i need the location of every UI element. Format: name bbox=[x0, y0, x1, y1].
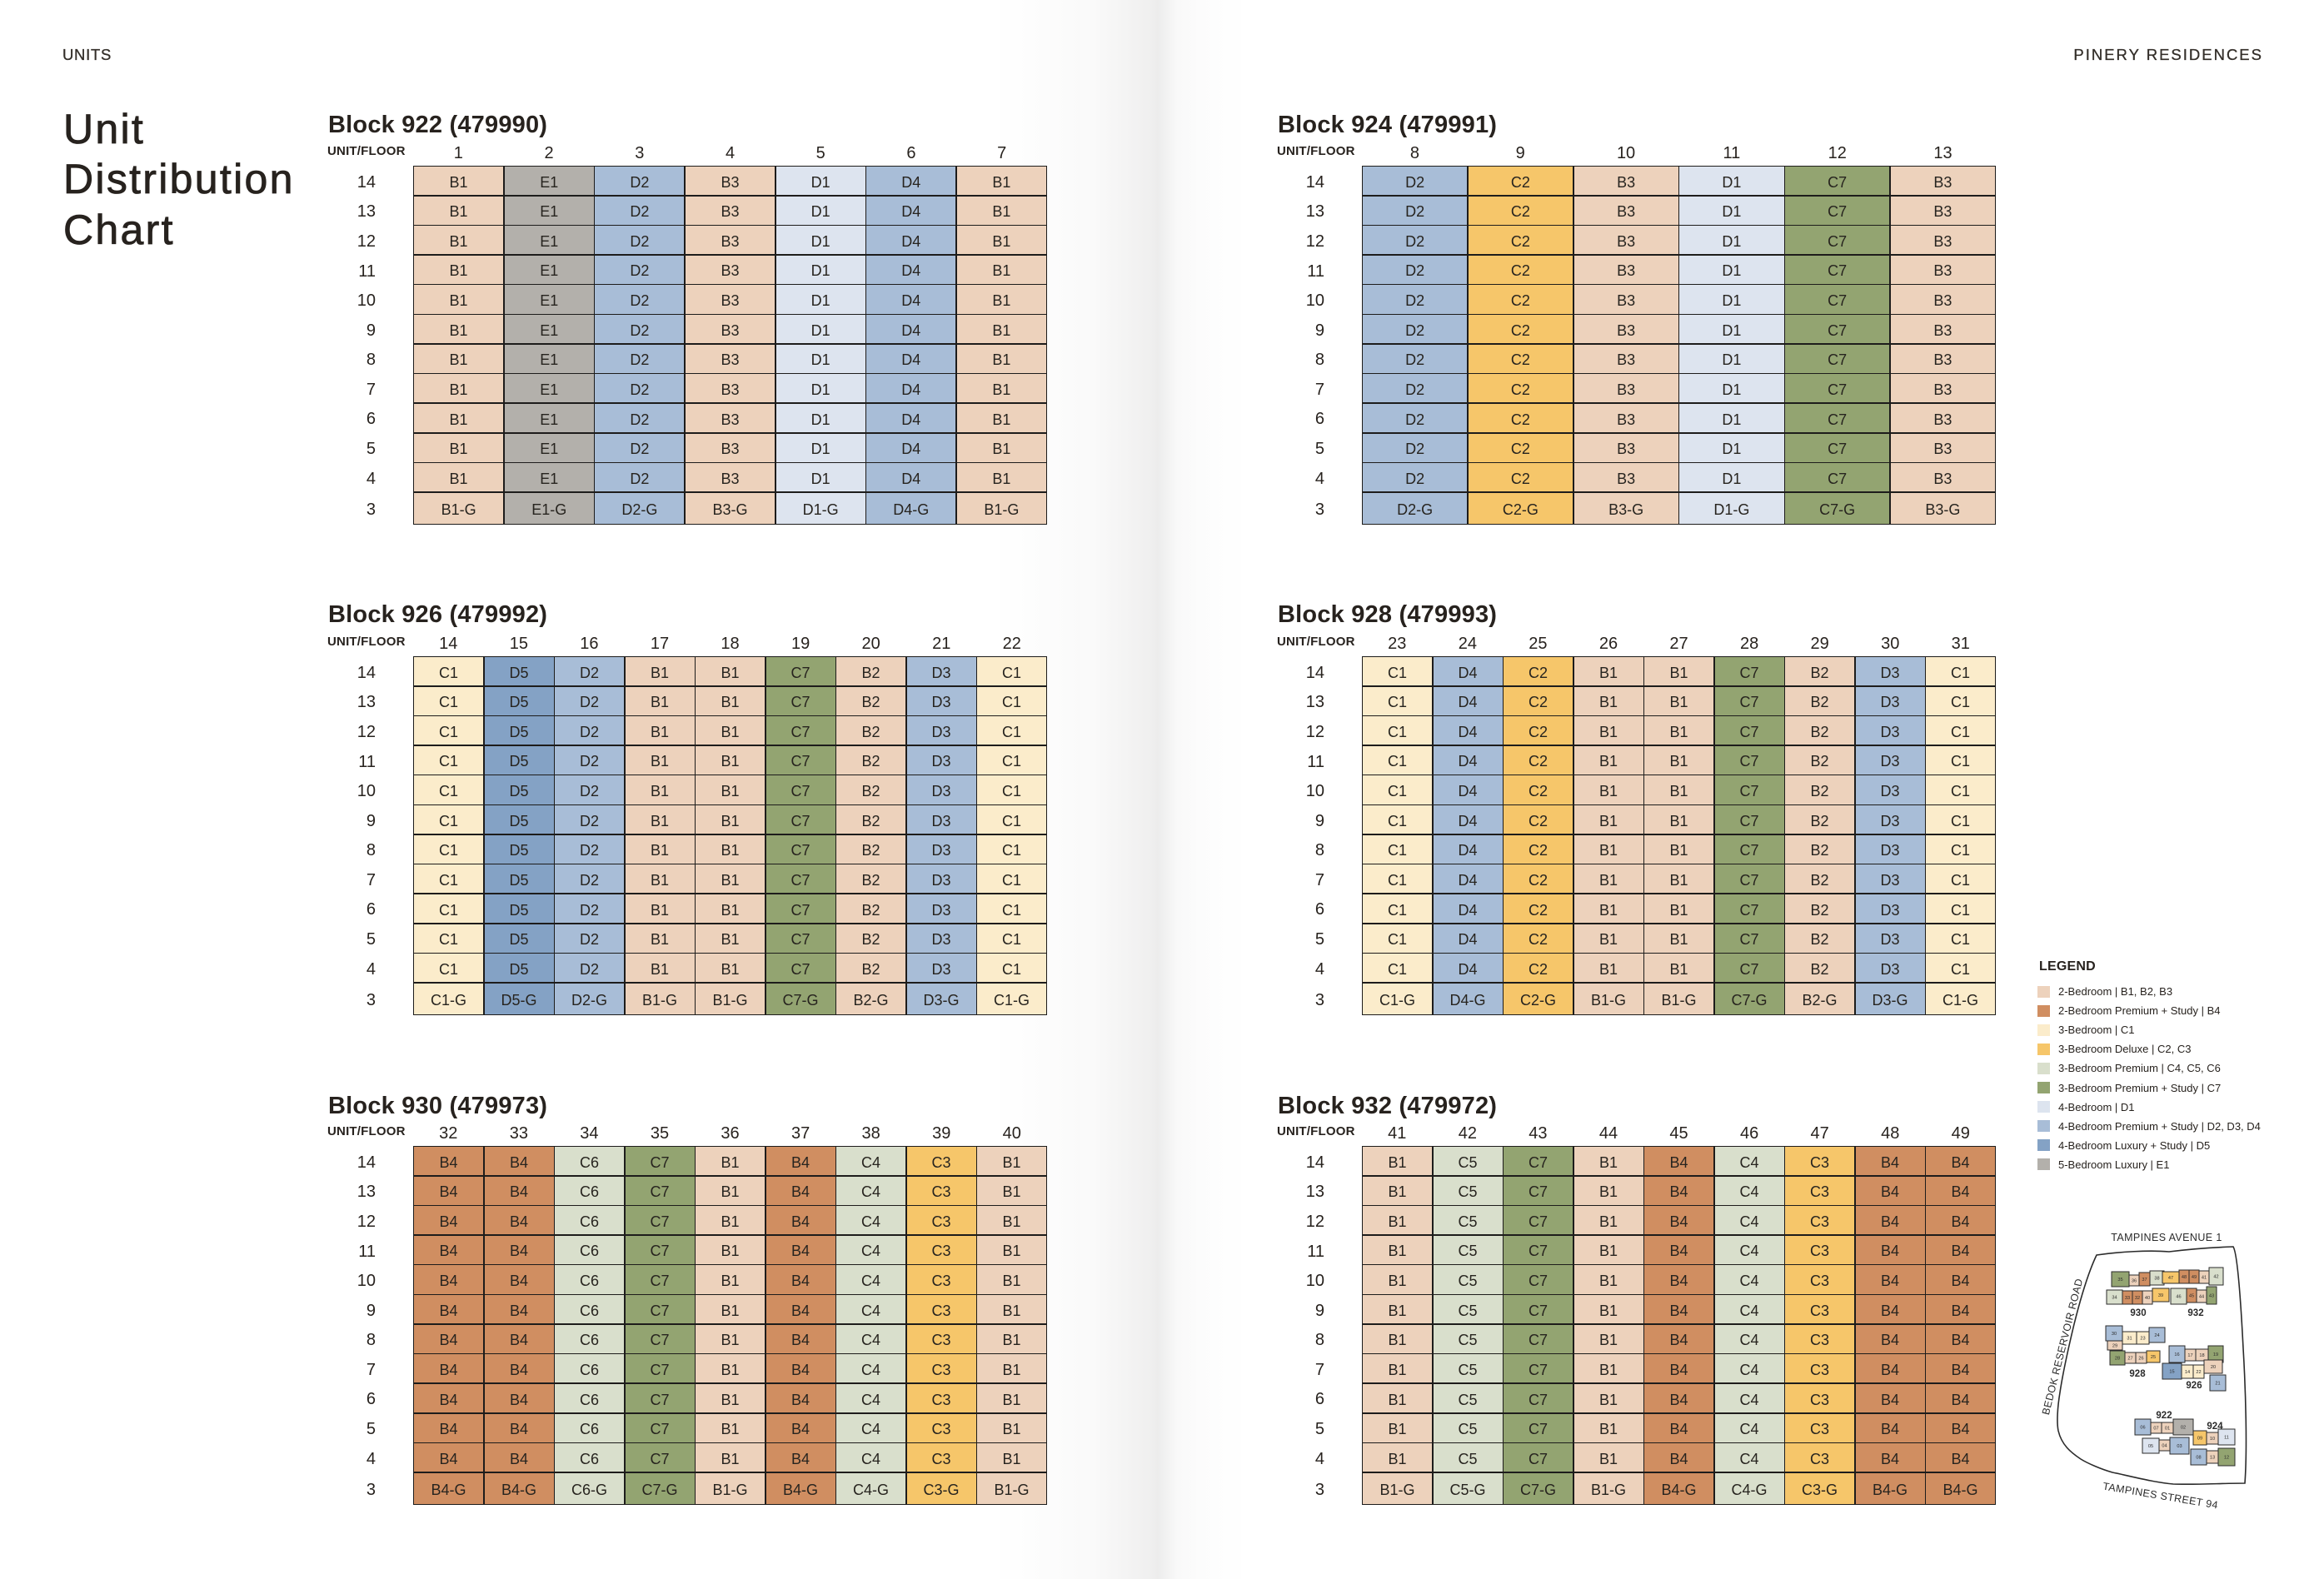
svg-text:06: 06 bbox=[2140, 1426, 2145, 1431]
svg-text:26: 26 bbox=[2138, 1357, 2143, 1362]
svg-text:20: 20 bbox=[2211, 1365, 2216, 1370]
svg-text:38: 38 bbox=[2154, 1277, 2159, 1282]
svg-text:04: 04 bbox=[2162, 1444, 2167, 1449]
svg-text:27: 27 bbox=[2127, 1357, 2132, 1362]
svg-text:25: 25 bbox=[2151, 1355, 2156, 1360]
svg-text:11: 11 bbox=[2224, 1436, 2229, 1441]
svg-text:14: 14 bbox=[2185, 1370, 2190, 1375]
svg-text:49: 49 bbox=[2192, 1275, 2197, 1280]
svg-text:10: 10 bbox=[2210, 1437, 2215, 1442]
svg-text:924: 924 bbox=[2207, 1422, 2223, 1432]
svg-text:16: 16 bbox=[2174, 1352, 2179, 1357]
svg-text:47: 47 bbox=[2168, 1276, 2173, 1281]
svg-text:18: 18 bbox=[2199, 1353, 2204, 1358]
svg-text:46: 46 bbox=[2176, 1295, 2181, 1300]
svg-text:02: 02 bbox=[2181, 1426, 2186, 1431]
svg-text:TAMPINES AVENUE 1: TAMPINES AVENUE 1 bbox=[2111, 1232, 2222, 1243]
svg-text:33: 33 bbox=[2125, 1296, 2130, 1301]
svg-text:05: 05 bbox=[2148, 1444, 2153, 1449]
svg-text:40: 40 bbox=[2145, 1296, 2150, 1301]
svg-text:43: 43 bbox=[2209, 1294, 2214, 1299]
svg-text:922: 922 bbox=[2156, 1411, 2172, 1421]
svg-text:15: 15 bbox=[2169, 1370, 2174, 1375]
svg-text:48: 48 bbox=[2182, 1275, 2187, 1280]
svg-text:01: 01 bbox=[2165, 1427, 2170, 1432]
svg-text:28: 28 bbox=[2115, 1357, 2120, 1362]
svg-text:22: 22 bbox=[2196, 1370, 2201, 1375]
svg-text:03: 03 bbox=[2177, 1444, 2182, 1449]
svg-text:09: 09 bbox=[2197, 1437, 2202, 1442]
svg-text:34: 34 bbox=[2112, 1296, 2117, 1301]
svg-text:07: 07 bbox=[2153, 1427, 2158, 1432]
svg-text:21: 21 bbox=[2215, 1382, 2220, 1387]
svg-text:32: 32 bbox=[2135, 1296, 2140, 1301]
svg-text:12: 12 bbox=[2224, 1456, 2229, 1461]
svg-text:37: 37 bbox=[2142, 1278, 2147, 1283]
svg-text:44: 44 bbox=[2199, 1295, 2204, 1300]
svg-text:29: 29 bbox=[2112, 1344, 2117, 1349]
svg-text:17: 17 bbox=[2187, 1353, 2192, 1358]
svg-text:930: 930 bbox=[2130, 1308, 2146, 1318]
svg-text:08: 08 bbox=[2196, 1456, 2201, 1461]
svg-text:39: 39 bbox=[2158, 1293, 2163, 1298]
svg-text:928: 928 bbox=[2129, 1369, 2146, 1379]
svg-text:42: 42 bbox=[2213, 1275, 2218, 1280]
svg-text:36: 36 bbox=[2132, 1279, 2137, 1284]
svg-text:23: 23 bbox=[2140, 1337, 2145, 1342]
svg-text:41: 41 bbox=[2202, 1276, 2207, 1281]
svg-text:932: 932 bbox=[2187, 1308, 2203, 1318]
svg-text:13: 13 bbox=[2210, 1456, 2215, 1461]
svg-text:19: 19 bbox=[2213, 1352, 2218, 1357]
svg-text:30: 30 bbox=[2112, 1332, 2117, 1337]
svg-text:45: 45 bbox=[2189, 1294, 2194, 1299]
svg-text:35: 35 bbox=[2117, 1278, 2122, 1283]
svg-text:31: 31 bbox=[2127, 1337, 2132, 1342]
svg-text:926: 926 bbox=[2186, 1381, 2202, 1391]
svg-text:TAMPINES STREET 94: TAMPINES STREET 94 bbox=[2102, 1481, 2218, 1512]
svg-text:24: 24 bbox=[2154, 1333, 2159, 1338]
